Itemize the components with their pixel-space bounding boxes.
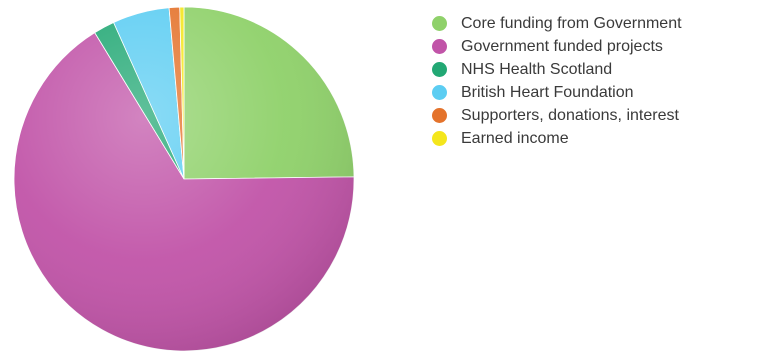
legend-item-3: British Heart Foundation	[432, 81, 757, 104]
legend: Core funding from Government Government f…	[432, 12, 757, 150]
legend-label-4: Supporters, donations, interest	[461, 106, 679, 124]
legend-label-0: Core funding from Government	[461, 14, 682, 32]
legend-swatch-1	[432, 39, 447, 54]
legend-label-5: Earned income	[461, 129, 569, 147]
legend-item-1: Government funded projects	[432, 35, 757, 58]
legend-label-3: British Heart Foundation	[461, 83, 634, 101]
legend-label-1: Government funded projects	[461, 37, 663, 55]
pie-slices	[13, 6, 355, 352]
legend-swatch-4	[432, 108, 447, 123]
legend-label-2: NHS Health Scotland	[461, 60, 613, 78]
legend-swatch-5	[432, 131, 447, 146]
legend-item-0: Core funding from Government	[432, 12, 757, 35]
pie-slice-0	[183, 6, 355, 180]
legend-swatch-3	[432, 85, 447, 100]
legend-swatch-0	[432, 16, 447, 31]
legend-item-4: Supporters, donations, interest	[432, 104, 757, 127]
legend-item-5: Earned income	[432, 127, 757, 150]
pie-plot	[13, 6, 355, 352]
legend-swatch-2	[432, 62, 447, 77]
legend-item-2: NHS Health Scotland	[432, 58, 757, 81]
